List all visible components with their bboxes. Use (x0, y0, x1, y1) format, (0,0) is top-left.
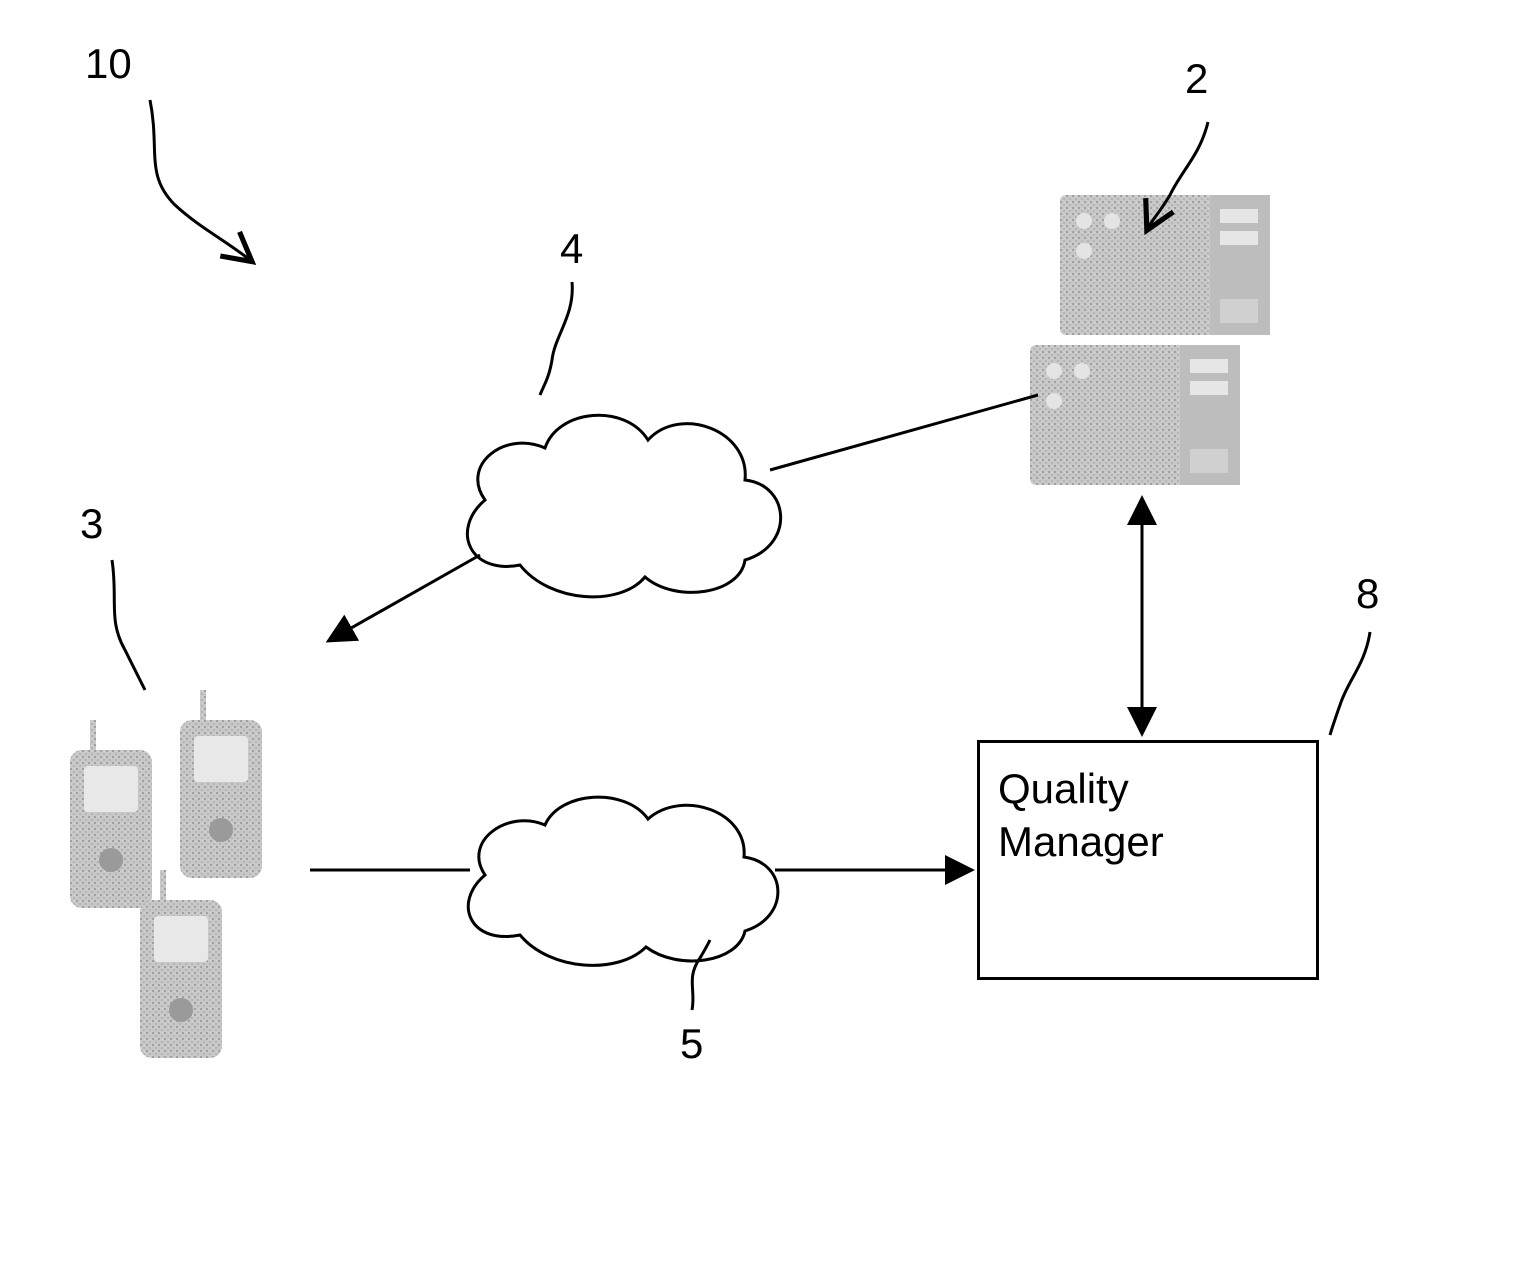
callout-cloud-top (540, 282, 572, 395)
callout-cloud-bottom (692, 940, 710, 1010)
callouts-layer (0, 0, 1530, 1265)
callout-servers (1148, 122, 1208, 228)
callout-figure (150, 100, 250, 260)
callout-phones (112, 560, 145, 690)
callout-qm (1330, 632, 1370, 735)
